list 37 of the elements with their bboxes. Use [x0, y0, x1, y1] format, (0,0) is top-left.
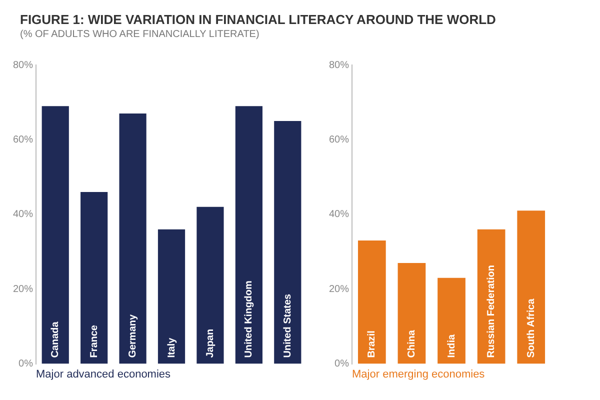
x-tick-label: China [406, 330, 418, 358]
x-tick-label: India [446, 334, 458, 358]
chart-subtitle: (% OF ADULTS WHO ARE FINANCIALLY LITERATE) [20, 29, 260, 40]
bar [235, 106, 262, 364]
y-tick-label: 60% [13, 134, 34, 146]
x-tick-label: South Africa [526, 298, 537, 358]
x-tick-label: Brazil [366, 330, 378, 358]
bar [517, 210, 546, 364]
y-tick-label: 20% [13, 284, 34, 295]
y-tick-label: 40% [13, 209, 34, 220]
bar [42, 106, 69, 364]
bar [119, 114, 146, 364]
y-tick-label: 80% [329, 60, 350, 71]
x-axis-title: Major advanced economies [36, 368, 172, 380]
x-tick-label: France [88, 324, 100, 358]
bar [438, 278, 466, 364]
y-tick-label: 60% [329, 134, 350, 146]
y-tick-label: 40% [329, 209, 350, 220]
x-tick-label: Canada [50, 321, 62, 358]
x-axis-title: Major emerging economies [352, 368, 486, 380]
x-tick-label: Germany [128, 314, 139, 358]
bar [196, 206, 224, 364]
bar [274, 121, 302, 364]
x-tick-label: United States [282, 293, 294, 358]
x-tick-label: Russian Federation [486, 264, 498, 358]
bar [358, 240, 386, 364]
x-tick-label: Japan [204, 328, 216, 358]
x-tick-label: United Kingdom [244, 280, 255, 358]
y-tick-label: 20% [329, 284, 350, 295]
bar [158, 229, 186, 364]
y-tick-label: 0% [18, 358, 34, 370]
bar [398, 262, 426, 364]
y-tick-label: 80% [13, 60, 34, 71]
bar [80, 192, 108, 364]
x-tick-label: Italy [166, 337, 178, 358]
chart-title: FIGURE 1: WIDE VARIATION IN FINANCIAL LITERACY AROUND THE WORLD [20, 12, 496, 27]
y-tick-label: 0% [334, 358, 350, 370]
